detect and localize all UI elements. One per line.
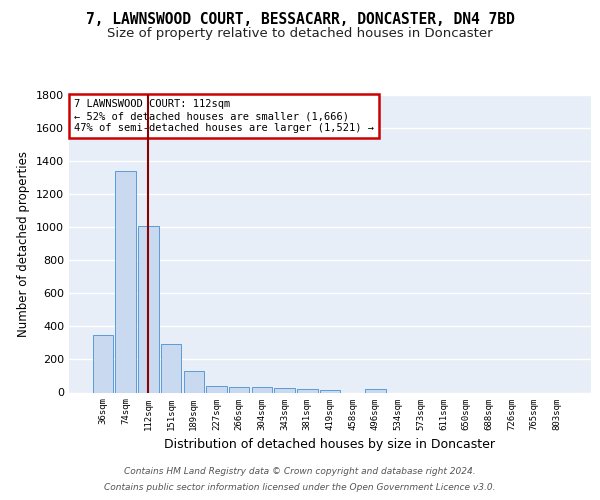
Text: Size of property relative to detached houses in Doncaster: Size of property relative to detached ho… <box>107 28 493 40</box>
Y-axis label: Number of detached properties: Number of detached properties <box>17 151 31 337</box>
Bar <box>274 388 295 392</box>
Bar <box>161 344 181 392</box>
Bar <box>115 171 136 392</box>
Bar <box>320 390 340 392</box>
Bar <box>365 389 386 392</box>
Bar <box>206 386 227 392</box>
Bar <box>138 226 158 392</box>
X-axis label: Distribution of detached houses by size in Doncaster: Distribution of detached houses by size … <box>164 438 496 451</box>
Bar <box>251 386 272 392</box>
Text: 7 LAWNSWOOD COURT: 112sqm
← 52% of detached houses are smaller (1,666)
47% of se: 7 LAWNSWOOD COURT: 112sqm ← 52% of detac… <box>74 100 374 132</box>
Bar <box>229 386 250 392</box>
Text: Contains HM Land Registry data © Crown copyright and database right 2024.: Contains HM Land Registry data © Crown c… <box>124 467 476 476</box>
Bar <box>184 371 204 392</box>
Text: Contains public sector information licensed under the Open Government Licence v3: Contains public sector information licen… <box>104 484 496 492</box>
Bar <box>297 389 317 392</box>
Text: 7, LAWNSWOOD COURT, BESSACARR, DONCASTER, DN4 7BD: 7, LAWNSWOOD COURT, BESSACARR, DONCASTER… <box>86 12 514 28</box>
Bar <box>93 334 113 392</box>
